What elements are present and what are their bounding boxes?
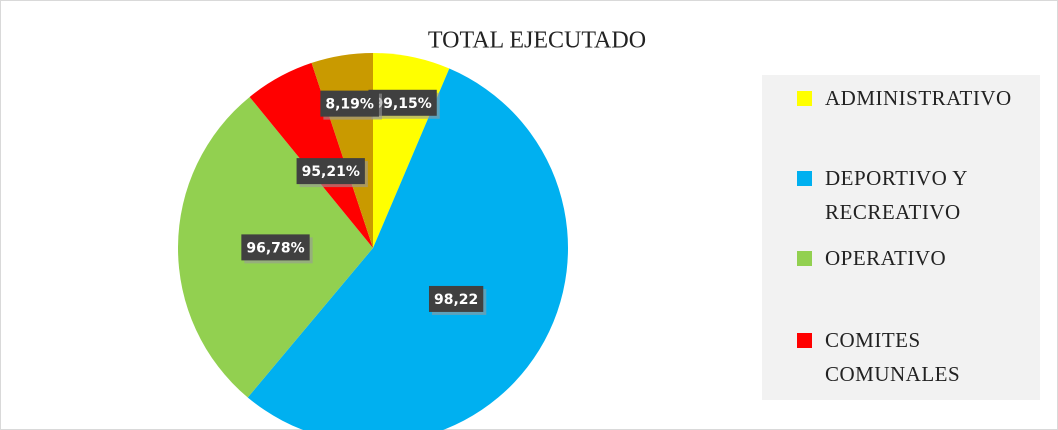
data-label-box — [320, 90, 379, 117]
legend-swatch — [797, 171, 812, 186]
data-label-box — [241, 234, 310, 261]
pie-slice — [247, 68, 568, 430]
legend-swatch — [797, 333, 812, 348]
data-label: 95,21% — [302, 164, 360, 180]
legend: ADMINISTRATIVO DEPORTIVO Y RECREATIVO OPER… — [762, 75, 1040, 400]
data-label-group: 8,19% — [320, 90, 382, 120]
legend-swatch — [797, 91, 812, 106]
pie-slice — [249, 62, 373, 248]
data-label-box — [296, 158, 365, 185]
legend-swatch — [797, 251, 812, 266]
data-label: 99,15% — [373, 96, 431, 112]
legend-label: ADMINISTRATIVO — [825, 86, 1012, 110]
data-label: 98,22 — [434, 292, 478, 308]
legend-label: DEPORTIVO Y RECREATIVO — [825, 166, 968, 224]
legend-item: DEPORTIVO Y RECREATIVO — [797, 161, 1027, 229]
data-label-group: 98,22 — [428, 285, 487, 315]
legend-item: COMITES COMUNALES — [797, 323, 1027, 391]
data-label: 8,19% — [325, 97, 374, 113]
legend-item: OPERATIVO — [797, 241, 1027, 275]
data-label: 96,78% — [246, 240, 304, 256]
legend-item: ADMINISTRATIVO — [797, 81, 1027, 115]
data-label-box — [428, 285, 484, 312]
chart-title: TOTAL EJECUTADO — [428, 28, 646, 54]
legend-label: COMITES COMUNALES — [825, 328, 961, 386]
legend-label: OPERATIVO — [825, 246, 947, 270]
data-label-group: 95,21% — [296, 158, 368, 188]
data-label-group: 96,78% — [241, 234, 313, 264]
